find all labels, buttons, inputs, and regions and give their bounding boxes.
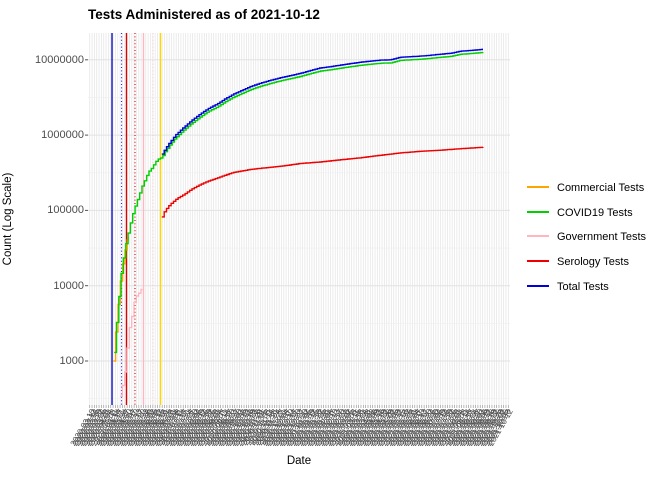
chart-title: Tests Administered as of 2021-10-12 (88, 7, 320, 22)
y-axis-title: Count (Log Scale) (2, 172, 14, 266)
series-lines (113, 48, 484, 397)
y-tick-label: 10000 (53, 279, 84, 292)
axis-tick-marks (85, 59, 509, 408)
y-tick-label: 100000 (47, 204, 84, 217)
event-vlines (111, 33, 162, 405)
series-line-government-tests (120, 288, 143, 397)
vertical-gridlines (89, 33, 509, 405)
series-line-covid19-tests (114, 51, 484, 354)
series-line-total-tests (161, 48, 483, 155)
horizontal-gridlines (88, 59, 510, 400)
y-tick-label: 1000000 (41, 129, 84, 142)
y-tick-label: 10000000 (35, 53, 84, 66)
y-tick-label: 1000 (59, 355, 84, 367)
x-axis-title: Date (286, 455, 312, 467)
series-line-serology-tests (161, 146, 484, 218)
